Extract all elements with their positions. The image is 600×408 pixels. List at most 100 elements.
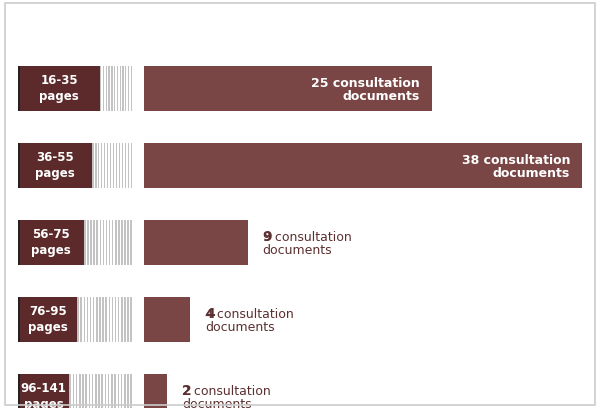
Bar	[100, 220, 101, 265]
Bar	[100, 66, 132, 111]
Bar	[70, 374, 132, 408]
Bar	[109, 220, 110, 265]
Bar	[94, 220, 95, 265]
Bar	[76, 374, 77, 408]
Bar	[115, 374, 116, 408]
Bar	[102, 297, 104, 342]
Bar	[114, 66, 115, 111]
Bar	[130, 297, 132, 342]
Bar	[144, 143, 582, 188]
Bar	[127, 374, 129, 408]
Bar	[83, 297, 85, 342]
Text: 2: 2	[182, 384, 192, 398]
Bar	[98, 143, 100, 188]
Text: 25 consultation: 25 consultation	[311, 77, 420, 90]
Bar	[116, 143, 117, 188]
Bar	[104, 143, 106, 188]
Bar	[144, 374, 167, 408]
Bar	[144, 220, 248, 265]
Bar	[101, 374, 103, 408]
Bar	[121, 374, 122, 408]
Bar	[79, 374, 80, 408]
Bar	[97, 220, 98, 265]
Text: documents: documents	[493, 167, 570, 180]
Bar	[127, 220, 129, 265]
Bar	[122, 143, 123, 188]
Bar	[18, 66, 100, 111]
Bar	[106, 220, 107, 265]
Text: 56-75
pages: 56-75 pages	[31, 228, 71, 257]
Bar	[99, 297, 101, 342]
Bar	[84, 220, 132, 265]
Bar	[98, 374, 100, 408]
Bar	[92, 374, 94, 408]
Text: documents: documents	[205, 321, 275, 334]
Text: 38 consultation: 38 consultation	[461, 154, 570, 166]
Bar	[80, 297, 82, 342]
Bar	[128, 143, 129, 188]
Bar	[89, 374, 90, 408]
Bar	[109, 297, 110, 342]
Bar	[128, 66, 129, 111]
Text: documents: documents	[263, 244, 332, 257]
Bar	[109, 66, 110, 111]
Bar	[77, 297, 79, 342]
Bar	[92, 143, 132, 188]
Bar	[18, 143, 20, 188]
Bar	[124, 297, 126, 342]
Bar	[82, 374, 84, 408]
Bar	[131, 66, 132, 111]
Bar	[125, 66, 127, 111]
Bar	[101, 143, 103, 188]
Bar	[100, 66, 101, 111]
Text: 9 consultation: 9 consultation	[263, 231, 352, 244]
Bar	[92, 143, 94, 188]
Bar	[18, 66, 20, 111]
Bar	[96, 297, 98, 342]
Bar	[95, 374, 97, 408]
Bar	[70, 374, 71, 408]
Bar	[111, 374, 113, 408]
Text: 2 consultation: 2 consultation	[182, 385, 271, 397]
Bar	[127, 297, 129, 342]
Bar	[119, 143, 120, 188]
Bar	[85, 374, 87, 408]
Bar	[18, 143, 92, 188]
Bar	[108, 374, 109, 408]
Text: 4: 4	[205, 307, 215, 321]
Bar	[119, 66, 121, 111]
Text: documents: documents	[343, 90, 420, 103]
Bar	[86, 297, 88, 342]
Bar	[90, 297, 91, 342]
Bar	[87, 220, 89, 265]
Bar	[130, 220, 132, 265]
Bar	[113, 143, 114, 188]
Bar	[131, 143, 132, 188]
Text: 36-55
pages: 36-55 pages	[35, 151, 75, 180]
Bar	[110, 143, 112, 188]
Bar	[118, 374, 119, 408]
Bar	[18, 220, 20, 265]
Bar	[124, 374, 125, 408]
Bar	[121, 220, 123, 265]
Bar	[93, 297, 94, 342]
Bar	[84, 220, 86, 265]
Bar	[18, 297, 20, 342]
Bar	[130, 374, 132, 408]
Bar	[125, 143, 126, 188]
Bar	[103, 66, 104, 111]
Bar	[118, 297, 119, 342]
Bar	[95, 143, 97, 188]
Bar	[18, 220, 84, 265]
Bar	[118, 220, 119, 265]
Bar	[122, 66, 124, 111]
Bar	[115, 297, 116, 342]
Bar	[117, 66, 118, 111]
Bar	[90, 220, 92, 265]
Text: 9: 9	[263, 230, 272, 244]
Bar	[106, 297, 107, 342]
Bar	[18, 374, 20, 408]
Bar	[121, 297, 122, 342]
Bar	[124, 220, 126, 265]
Text: 76-95
pages: 76-95 pages	[28, 305, 68, 334]
